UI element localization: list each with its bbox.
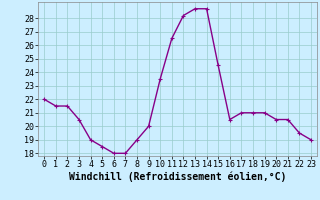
X-axis label: Windchill (Refroidissement éolien,°C): Windchill (Refroidissement éolien,°C) (69, 172, 286, 182)
